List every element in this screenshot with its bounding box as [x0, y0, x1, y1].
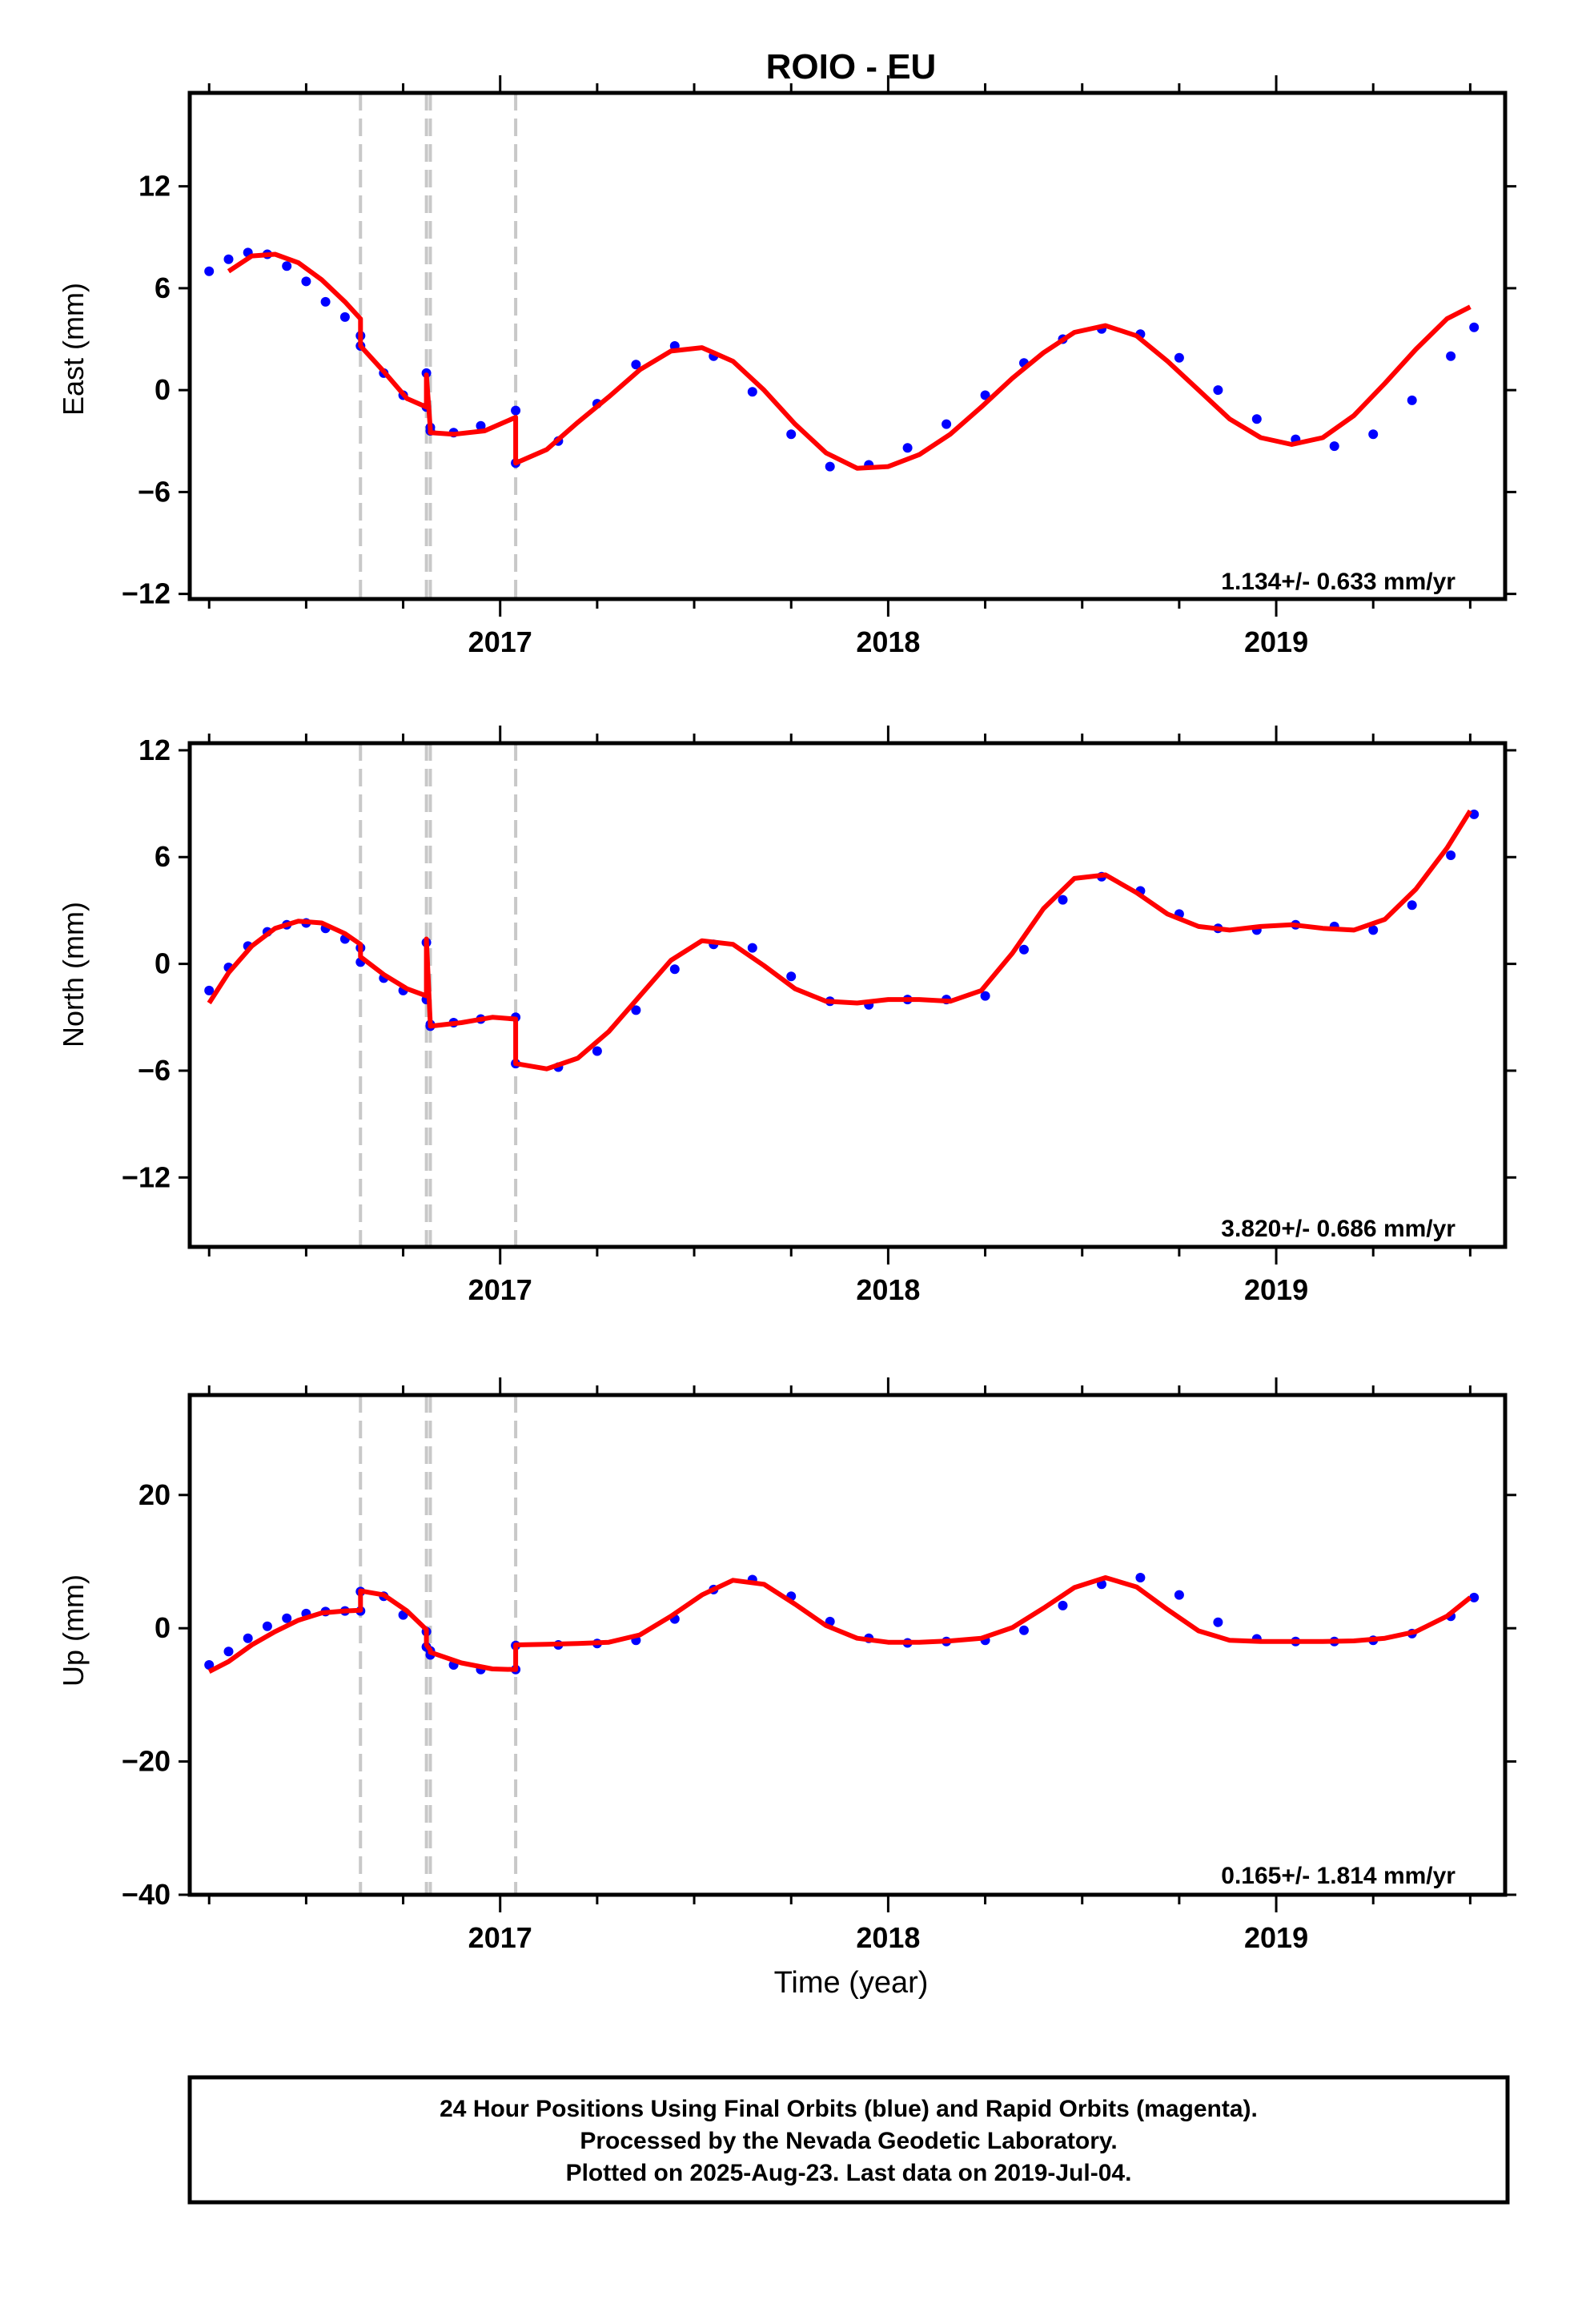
- up-data-point: [282, 1613, 292, 1623]
- east-data-point: [1368, 429, 1379, 440]
- up-data-point: [243, 1633, 253, 1643]
- east-y-tick-label: −6: [138, 475, 171, 508]
- north-y-tick-label: −12: [122, 1160, 171, 1193]
- east-data-point: [747, 387, 757, 397]
- up-axis-label: Up (mm): [57, 1574, 90, 1687]
- east-axis-label: East (mm): [57, 283, 90, 416]
- north-y-tick-label: −6: [138, 1054, 171, 1087]
- east-y-tick-label: 12: [139, 170, 171, 203]
- north-x-tick-label: 2018: [856, 1273, 920, 1306]
- north-plot-frame: [187, 741, 1508, 1249]
- up-data-point: [1135, 1573, 1146, 1582]
- up-y-tick-label: −40: [122, 1878, 171, 1911]
- east-data-point: [902, 443, 913, 453]
- chart-title: ROIO - EU: [766, 47, 937, 86]
- up-data-point: [204, 1660, 215, 1670]
- footer-line-2: Processed by the Nevada Geodetic Laborat…: [580, 2128, 1117, 2154]
- east-data-point: [301, 276, 311, 287]
- up-data-point: [1213, 1617, 1223, 1627]
- footer-line-3: Plotted on 2025-Aug-23. Last data on 201…: [566, 2160, 1132, 2186]
- east-plot-frame: [187, 90, 1508, 601]
- east-data-point: [1469, 322, 1480, 332]
- north-data-point: [1368, 925, 1379, 935]
- east-data-point: [320, 296, 331, 307]
- east-rate-label: 1.134+/- 0.633 mm/yr: [1221, 569, 1456, 595]
- east-data-point: [511, 405, 521, 416]
- east-data-point: [282, 261, 292, 271]
- x-axis-label: Time (year): [774, 1966, 929, 2000]
- up-panel: −40 −20 0 20 2017 2018 2019 0.165+/- 1.814 mm/y…: [57, 1377, 1516, 1954]
- up-data-point: [223, 1647, 234, 1657]
- north-rate-label: 3.820+/- 0.686 mm/yr: [1221, 1216, 1456, 1242]
- north-y-tick-label: 12: [139, 734, 171, 766]
- east-model-line: [227, 251, 1472, 471]
- up-plot-frame: [187, 1393, 1508, 1897]
- up-y-tick-label: 20: [139, 1478, 171, 1511]
- north-data-point: [980, 991, 990, 1001]
- east-data-point: [825, 461, 835, 472]
- north-model-line: [207, 809, 1472, 1072]
- up-data-point: [1058, 1600, 1068, 1610]
- east-data-point: [942, 419, 952, 429]
- east-panel: −12 −6 0 6 12 2017 2018 2019 1.134+/- 0.633 mm/y…: [57, 75, 1516, 658]
- north-y-tick-label: 0: [155, 947, 171, 980]
- east-y-tick-label: −12: [122, 577, 171, 610]
- east-data-point: [1251, 414, 1262, 424]
- east-data-point: [1174, 352, 1184, 363]
- north-axis-label: North (mm): [57, 902, 90, 1047]
- north-data-point: [747, 943, 757, 953]
- up-data-point: [262, 1621, 272, 1631]
- east-x-tick-label: 2019: [1244, 625, 1308, 658]
- up-data-point: [1174, 1590, 1184, 1600]
- east-y-tick-label: 6: [155, 271, 171, 304]
- north-data-point: [631, 1005, 641, 1015]
- east-data-point: [476, 420, 486, 431]
- east-data-point: [631, 360, 641, 370]
- east-data-point: [339, 312, 350, 322]
- up-x-tick-label: 2017: [468, 1921, 532, 1954]
- up-y-tick-label: −20: [122, 1745, 171, 1778]
- north-panel: −12 −6 0 6 12 2017 2018 2019 3.820+/- 0.686 mm/y…: [57, 726, 1516, 1306]
- up-x-tick-label: 2019: [1244, 1921, 1308, 1954]
- east-y-tick-label: 0: [155, 373, 171, 406]
- east-data-point: [223, 254, 234, 264]
- east-data-point: [204, 266, 215, 276]
- up-y-tick-label: 0: [155, 1611, 171, 1644]
- up-data-point: [1019, 1625, 1029, 1635]
- east-x-tick-label: 2017: [468, 625, 532, 658]
- north-x-tick-label: 2019: [1244, 1273, 1308, 1306]
- north-data-point: [1407, 900, 1417, 911]
- east-x-tick-label: 2018: [856, 625, 920, 658]
- footer-box: 24 Hour Positions Using Final Orbits (bl…: [187, 2075, 1510, 2205]
- up-data-point: [1469, 1592, 1480, 1602]
- east-data-point: [980, 390, 990, 400]
- north-data-point: [786, 971, 797, 982]
- north-x-tick-label: 2017: [468, 1273, 532, 1306]
- north-data-point: [204, 985, 215, 995]
- up-model-line: [207, 1575, 1472, 1674]
- east-data-point: [1213, 385, 1223, 396]
- north-data-point: [1446, 850, 1456, 860]
- footer-line-1: 24 Hour Positions Using Final Orbits (bl…: [440, 2096, 1258, 2122]
- up-rate-label: 0.165+/- 1.814 mm/yr: [1221, 1863, 1456, 1889]
- north-y-tick-label: 6: [155, 840, 171, 873]
- east-data-point: [1329, 441, 1339, 452]
- north-data-point: [1019, 944, 1029, 955]
- north-data-point: [592, 1046, 602, 1056]
- north-data-point: [1058, 895, 1068, 905]
- east-data-point: [786, 429, 797, 440]
- east-data-point: [1446, 351, 1456, 361]
- north-data-point: [669, 964, 680, 975]
- up-x-tick-label: 2018: [856, 1921, 920, 1954]
- footer-frame: [187, 2075, 1510, 2205]
- east-data-point: [1407, 395, 1417, 405]
